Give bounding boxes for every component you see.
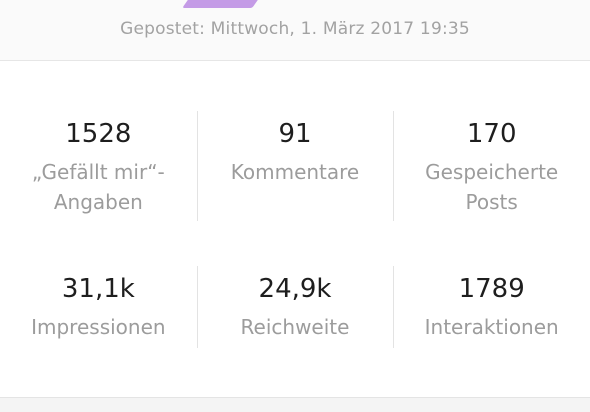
insights-row-reach: 31,1k Impressionen 24,9k Reichweite 1789… — [0, 266, 590, 348]
stat-likes: 1528 „Gefällt mir“-Angaben — [0, 111, 197, 221]
interactions-label: Interaktionen — [424, 315, 559, 339]
insights-row-engagement: 1528 „Gefällt mir“-Angaben 91 Kommentare… — [0, 111, 590, 221]
interactions-count: 1789 — [458, 274, 525, 304]
reach-count: 24,9k — [258, 274, 332, 304]
post-header: Gepostet: Mittwoch, 1. März 2017 19:35 — [0, 0, 590, 61]
stat-comments: 91 Kommentare — [196, 111, 394, 221]
impressions-count: 31,1k — [61, 274, 135, 304]
comments-count: 91 — [278, 119, 312, 149]
saved-count: 170 — [466, 119, 517, 149]
stat-saved: 170 Gespeicherte Posts — [393, 111, 590, 221]
stat-impressions: 31,1k Impressionen — [0, 266, 197, 348]
stat-reach: 24,9k Reichweite — [196, 266, 394, 348]
comments-label: Kommentare — [230, 160, 360, 184]
saved-label: Gespeicherte Posts — [425, 160, 559, 214]
post-image-preview[interactable] — [182, 0, 272, 8]
likes-label: „Gefällt mir“-Angaben — [31, 160, 165, 214]
likes-count: 1528 — [65, 119, 132, 149]
impressions-label: Impressionen — [31, 315, 166, 339]
post-insights: 1528 „Gefällt mir“-Angaben 91 Kommentare… — [0, 61, 590, 398]
stat-interactions: 1789 Interaktionen — [393, 266, 590, 348]
posted-timestamp: Gepostet: Mittwoch, 1. März 2017 19:35 — [120, 19, 470, 39]
reach-label: Reichweite — [240, 315, 350, 339]
